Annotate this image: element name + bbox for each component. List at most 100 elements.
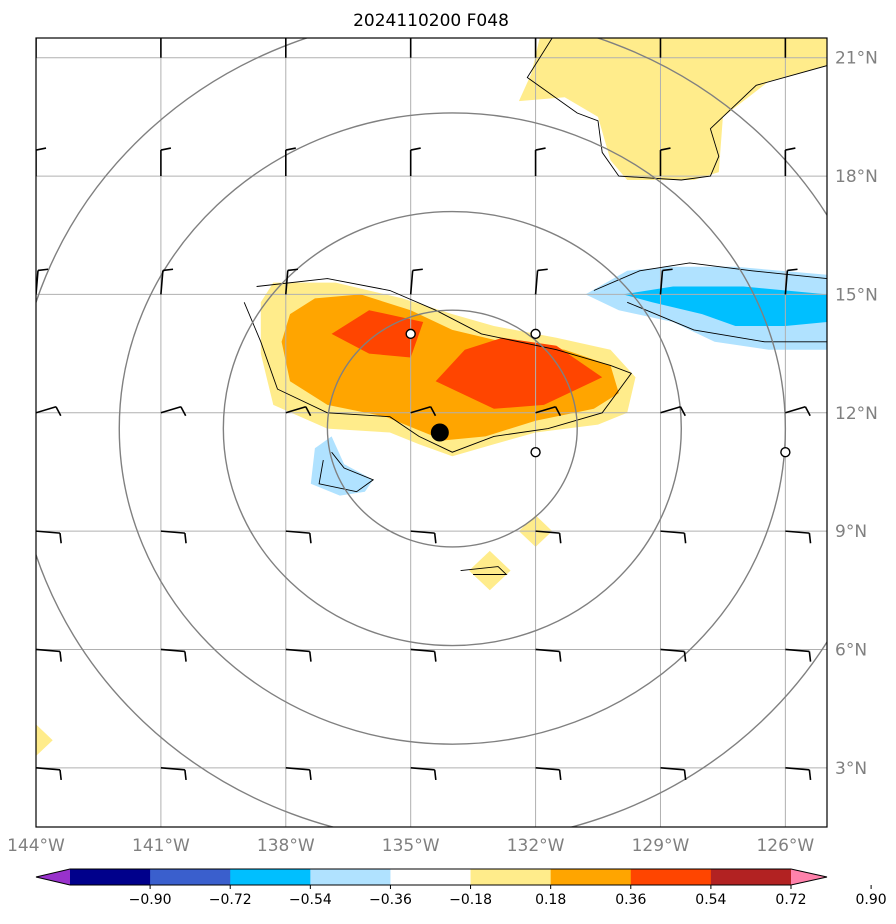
lat-tick-label: 12°N	[835, 404, 878, 424]
barb-tick	[184, 533, 187, 544]
contour-line	[526, 38, 827, 181]
calm-station-circle	[530, 328, 541, 340]
barb-tick	[808, 533, 812, 544]
barb-staff	[285, 767, 310, 771]
barb-tick	[558, 533, 562, 544]
barb-staff	[660, 767, 685, 771]
colorbar-segment	[710, 869, 792, 885]
barb-tick	[36, 147, 47, 151]
barb-staff	[410, 530, 435, 534]
plot-area	[35, 30, 828, 828]
wind-barb	[659, 147, 671, 177]
barb-tick	[554, 406, 562, 417]
wind-barb	[285, 648, 312, 662]
wind-barb	[785, 406, 811, 417]
barb-staff	[160, 648, 185, 653]
shaded-region	[623, 286, 827, 326]
wind-barb	[659, 38, 662, 58]
barb-staff	[160, 406, 182, 414]
lon-tick-label: 144°W	[7, 836, 65, 856]
wind-barb	[784, 30, 795, 58]
colorbar-tick-label: −0.36	[369, 892, 412, 908]
wind-barb	[784, 268, 798, 295]
barb-staff	[36, 767, 61, 771]
plot-frame	[35, 37, 828, 828]
barb-tick	[433, 769, 437, 781]
contour-line	[593, 262, 827, 343]
calm-station-circle	[530, 447, 541, 458]
wind-barb	[785, 530, 812, 544]
colorbar-segment	[630, 869, 712, 885]
barb-tick	[558, 769, 562, 781]
contour-line	[318, 451, 375, 493]
barb-tick	[36, 30, 46, 32]
wind-barb	[36, 147, 47, 177]
barb-staff	[160, 270, 164, 295]
barb-tick	[305, 406, 312, 417]
barb-staff	[660, 406, 681, 414]
wind-barb	[160, 147, 172, 177]
colorbar-tick-label: −0.72	[209, 892, 252, 908]
barb-tick	[308, 533, 312, 544]
wind-barb	[660, 530, 687, 544]
lat-tick-label: 21°N	[835, 49, 878, 69]
barb-tick	[308, 651, 312, 662]
barb-staff	[36, 648, 61, 653]
barb-tick	[535, 147, 546, 151]
barb-tick	[59, 769, 62, 781]
barb-staff	[410, 767, 435, 771]
colorbar-tick-label: 0.90	[856, 892, 887, 908]
barb-tick	[160, 147, 172, 151]
barb-staff	[285, 406, 307, 414]
barb-staff	[409, 270, 414, 295]
barb-staff	[36, 406, 57, 414]
colorbar-extend-high	[791, 869, 827, 885]
barb-tick	[285, 147, 296, 151]
range-ring	[118, 112, 787, 745]
barb-tick	[59, 533, 62, 544]
wind-barb	[785, 648, 812, 662]
barb-staff	[785, 406, 806, 414]
lon-tick-label: 141°W	[132, 836, 190, 856]
colorbar-tick-label: 0.36	[615, 892, 646, 908]
wind-barb	[160, 767, 187, 781]
barb-staff	[285, 648, 310, 653]
wind-barb	[160, 648, 187, 662]
barb-tick	[537, 268, 548, 272]
wind-barb	[410, 530, 437, 544]
barb-tick	[683, 769, 687, 781]
wind-barb	[36, 648, 62, 662]
shaded-region	[469, 550, 511, 591]
wind-barbs	[36, 30, 812, 781]
barb-tick	[412, 268, 423, 272]
barb-tick	[286, 30, 296, 32]
barb-staff	[660, 530, 685, 534]
barb-tick	[37, 268, 49, 272]
barb-staff	[659, 270, 664, 295]
wind-barb	[535, 648, 562, 662]
wind-barb	[284, 30, 296, 58]
wind-barb	[285, 767, 312, 781]
lon-tick-label: 126°W	[756, 836, 814, 856]
wind-barb	[160, 406, 187, 417]
colorbar-segment	[230, 869, 311, 885]
barb-tick	[59, 651, 62, 662]
barb-tick	[162, 268, 174, 272]
barb-tick	[804, 406, 811, 417]
wind-barb	[534, 38, 537, 58]
wind-barb	[409, 268, 423, 295]
wind-barb	[409, 38, 412, 58]
barb-tick	[785, 30, 795, 32]
calm-station-markers	[405, 328, 791, 458]
lat-tick-label: 6°N	[835, 640, 867, 660]
barb-staff	[534, 270, 539, 295]
wind-barb	[660, 767, 687, 781]
wind-barb	[284, 268, 299, 295]
wind-barb	[160, 38, 162, 58]
wind-barb	[36, 530, 62, 544]
wind-barb	[160, 530, 187, 544]
barb-staff	[535, 648, 560, 653]
barb-tick	[433, 533, 437, 544]
barb-tick	[287, 268, 299, 272]
lat-tick-label: 15°N	[835, 285, 878, 305]
